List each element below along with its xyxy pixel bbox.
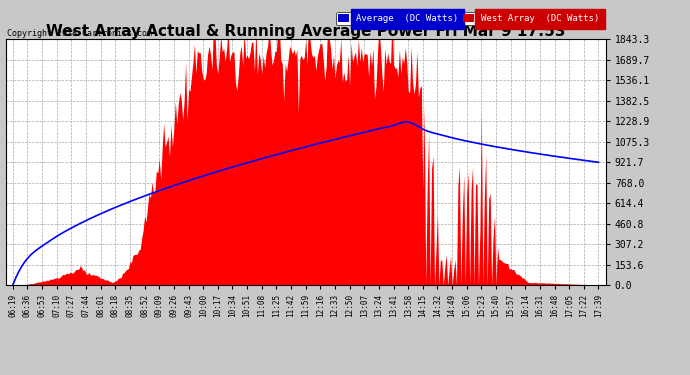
Legend: Average  (DC Watts), West Array  (DC Watts): Average (DC Watts), West Array (DC Watts… xyxy=(336,12,601,26)
Title: West Array Actual & Running Average Power Fri Mar 9 17:53: West Array Actual & Running Average Powe… xyxy=(46,24,565,39)
Text: Copyright 2018 Cartronics.com: Copyright 2018 Cartronics.com xyxy=(7,29,152,38)
